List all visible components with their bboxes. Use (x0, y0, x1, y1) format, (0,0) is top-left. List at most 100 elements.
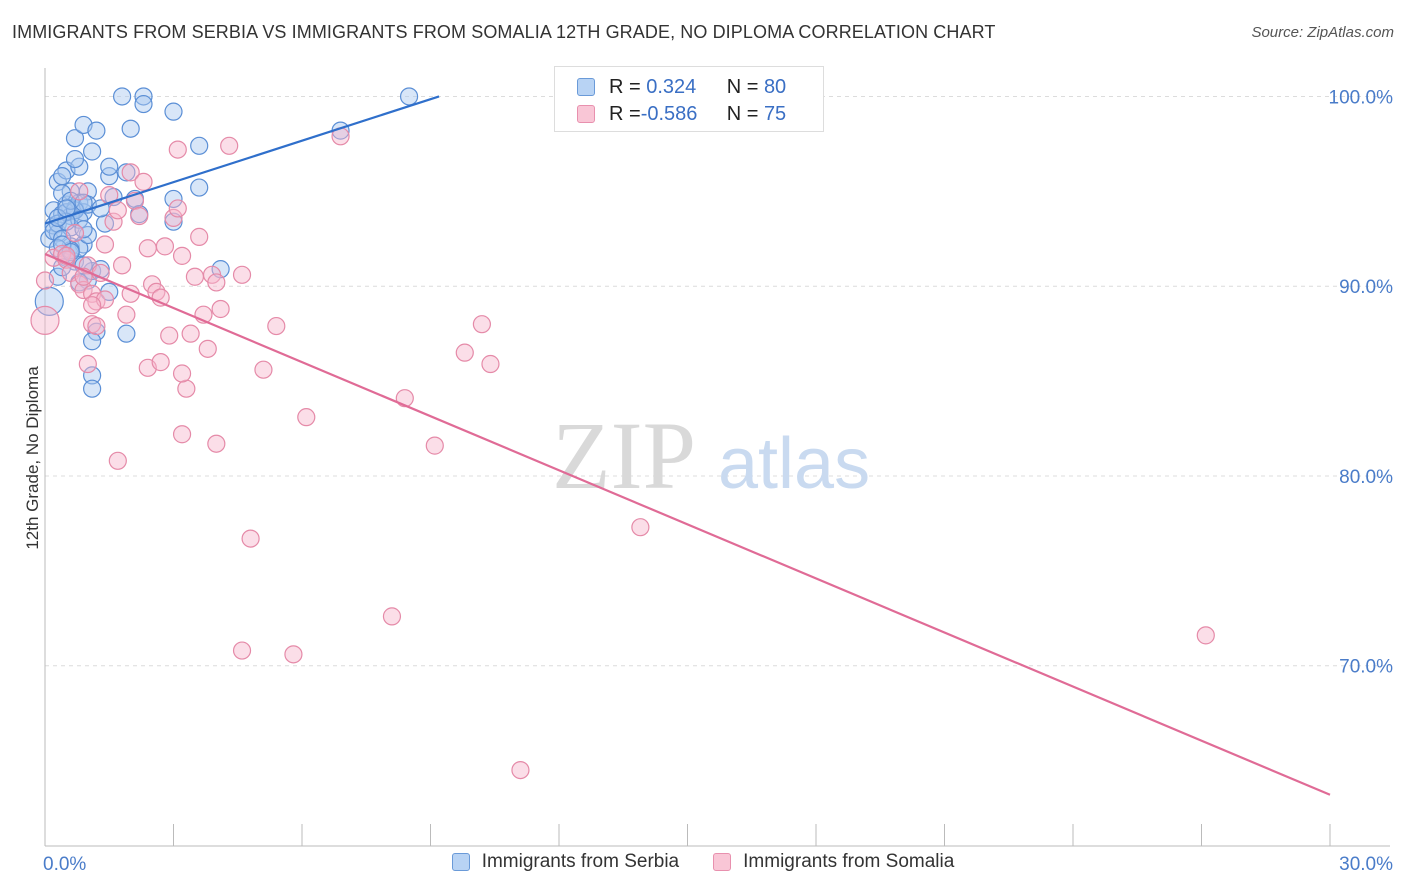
somalia-point (455, 343, 474, 362)
serbia-point (164, 189, 183, 209)
legend-r-label: R = (609, 75, 641, 98)
somalia-point (181, 324, 200, 343)
somalia-point (121, 163, 140, 182)
serbia-point (74, 220, 93, 239)
trend-lines (44, 95, 1331, 796)
axes (44, 68, 1390, 847)
legend-n-label: N = (726, 102, 764, 125)
somalia-point (160, 326, 179, 345)
legend-row-somalia: R = -0.586 N = 75 (577, 101, 786, 127)
somalia-point (267, 316, 286, 336)
watermark-atlas: atlas (718, 424, 870, 504)
somalia-point (74, 280, 93, 300)
serbia-point (134, 87, 153, 106)
serbia-point (121, 119, 140, 138)
legend-n-label: N = (726, 75, 764, 98)
somalia-point (117, 305, 136, 324)
x-tick-label: 30.0% (1339, 854, 1393, 875)
serbia-point (112, 87, 132, 106)
somalia-point (207, 273, 226, 292)
somalia-point (220, 136, 239, 155)
serbia-point (65, 129, 85, 148)
serbia-point (100, 157, 119, 176)
serbia-point (83, 366, 102, 385)
serbia-point (65, 149, 85, 169)
legend-row-serbia: R = 0.324 N = 80 (577, 74, 786, 100)
bottom-legend-somalia-label: Immigrants from Somalia (743, 851, 955, 872)
somalia-point (177, 379, 196, 398)
somalia-point (65, 223, 85, 243)
somalia-point (254, 360, 273, 379)
somalia-point (284, 645, 303, 664)
somalia-point (172, 425, 192, 444)
somalia-point (472, 315, 491, 334)
x-tick-label: 0.0% (43, 854, 86, 875)
chart-title: IMMIGRANTS FROM SERBIA VS IMMIGRANTS FRO… (12, 22, 996, 42)
source-label: Source: ZipAtlas.com (1251, 24, 1394, 41)
somalia-trend-line (44, 252, 1331, 796)
somalia-point (382, 607, 402, 626)
somalia-point (168, 140, 187, 159)
serbia-point (87, 121, 106, 140)
somalia-point (35, 271, 55, 290)
somalia-point (138, 239, 157, 258)
legend-n-value: 75 (763, 102, 787, 125)
somalia-point (112, 256, 132, 275)
serbia-points (34, 87, 419, 398)
serbia-point (190, 178, 209, 197)
serbia-point (100, 167, 119, 186)
bottom-legend: Immigrants from Serbia Immigrants from S… (0, 851, 1406, 873)
somalia-point (83, 296, 102, 315)
somalia-point (425, 436, 444, 455)
y-tick-label: 70.0% (1339, 657, 1393, 678)
somalia-swatch (713, 853, 732, 871)
somalia-point (172, 364, 192, 383)
legend-r-value: -0.586 (640, 102, 698, 125)
serbia-point (399, 87, 419, 106)
y-axis-label: 12th Grade, No Diploma (23, 366, 42, 550)
somalia-point (190, 227, 209, 246)
serbia-point (83, 332, 102, 351)
serbia-point (164, 102, 183, 121)
legend-n-value: 80 (763, 75, 787, 98)
somalia-point (95, 235, 115, 254)
somalia-points (30, 127, 1215, 780)
somalia-swatch (577, 105, 595, 123)
somalia-point (172, 246, 192, 265)
bottom-legend-somalia: Immigrants from Somalia (713, 851, 954, 873)
somalia-point (198, 339, 217, 358)
serbia-point (83, 379, 102, 398)
serbia-point (190, 136, 209, 155)
bottom-legend-serbia-label: Immigrants from Serbia (481, 851, 680, 872)
somalia-point (511, 760, 530, 780)
somalia-point (104, 212, 123, 231)
serbia-point (53, 167, 72, 186)
somalia-point (70, 182, 89, 201)
legend: R = 0.324 N = 80 R = -0.586 N = 75 (554, 66, 824, 132)
somalia-point (185, 267, 205, 286)
somalia-point (130, 206, 149, 226)
serbia-swatch (577, 78, 595, 96)
y-tick-label: 80.0% (1339, 467, 1393, 488)
somalia-point (395, 389, 414, 408)
serbia-point (117, 163, 136, 182)
tick-labels: 70.0% 80.0% 90.0% 100.0% 0.0% 30.0% (43, 87, 1393, 875)
somalia-point (151, 353, 170, 372)
watermark-zip: ZIP (552, 402, 696, 509)
somalia-point (631, 518, 650, 537)
somalia-point (232, 265, 252, 284)
somalia-point (297, 408, 316, 427)
legend-r-label: R = (609, 102, 641, 125)
grid-lines (45, 95, 1390, 667)
somalia-point (155, 237, 175, 256)
somalia-point (164, 208, 183, 228)
legend-r-value: 0.324 (640, 75, 697, 98)
serbia-point (117, 324, 136, 343)
somalia-point (87, 316, 106, 336)
serbia-trend-line (44, 95, 440, 225)
somalia-point (207, 434, 226, 453)
somalia-point (134, 172, 153, 191)
serbia-point (83, 142, 102, 161)
somalia-point (1196, 626, 1215, 645)
